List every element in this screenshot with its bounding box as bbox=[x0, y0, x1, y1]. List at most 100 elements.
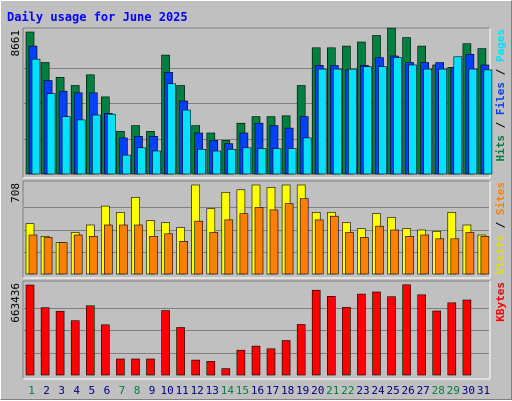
y-max-label: 708 bbox=[9, 183, 22, 203]
x-tick-label-day-31: 31 bbox=[477, 384, 490, 397]
legend-entry: Sites bbox=[494, 182, 507, 215]
bar-pages-day-21 bbox=[332, 68, 342, 175]
bar-sites-day-30 bbox=[465, 232, 475, 275]
bar-sites-day-22 bbox=[345, 232, 354, 275]
x-tick-label-day-22: 22 bbox=[341, 384, 354, 397]
bar-sites-day-12 bbox=[194, 220, 203, 275]
bar-kbytes-day-20 bbox=[311, 289, 321, 376]
bar-pages-day-20 bbox=[317, 68, 327, 175]
bar-sites-day-10 bbox=[164, 233, 173, 275]
legend-entry: / bbox=[494, 62, 507, 82]
bar-kbytes-day-5 bbox=[86, 305, 95, 376]
bar-sites-day-13 bbox=[209, 232, 219, 275]
bar-sites-day-21 bbox=[329, 215, 339, 275]
x-tick-label-day-4: 4 bbox=[73, 384, 80, 397]
bar-kbytes-day-23 bbox=[357, 293, 366, 376]
bar-kbytes-day-28 bbox=[432, 310, 442, 376]
legend-entry: Pages bbox=[494, 29, 507, 62]
legend-entry: Visits bbox=[494, 235, 507, 275]
bar-sites-day-5 bbox=[89, 236, 98, 275]
bar-pages-day-26 bbox=[408, 64, 417, 175]
bar-sites-day-29 bbox=[450, 238, 460, 275]
x-tick-label-day-15: 15 bbox=[236, 384, 249, 397]
bar-pages-day-30 bbox=[468, 68, 478, 175]
bar-pages-day-25 bbox=[393, 57, 402, 175]
chart-title: Daily usage for June 2025 bbox=[7, 10, 188, 24]
x-tick-label-day-2: 2 bbox=[43, 384, 50, 397]
x-tick-label-day-17: 17 bbox=[266, 384, 279, 397]
bar-kbytes-day-11 bbox=[176, 327, 185, 376]
x-tick-label-day-11: 11 bbox=[176, 384, 189, 397]
bar-pages-day-7 bbox=[122, 154, 131, 175]
kbytes-panel: 663436 KBytes bbox=[9, 280, 507, 380]
bar-sites-day-4 bbox=[73, 234, 83, 275]
bar-sites-day-24 bbox=[375, 225, 384, 275]
x-tick-label-day-20: 20 bbox=[311, 384, 324, 397]
bar-kbytes-day-22 bbox=[342, 307, 351, 376]
bar-kbytes-day-19 bbox=[296, 324, 306, 376]
bar-kbytes-day-4 bbox=[70, 320, 80, 376]
bar-pages-day-29 bbox=[453, 56, 463, 175]
x-tick-label-day-14: 14 bbox=[221, 384, 235, 397]
bar-kbytes-day-15 bbox=[236, 349, 246, 376]
bar-pages-day-31 bbox=[483, 69, 493, 175]
x-tick-label-day-25: 25 bbox=[386, 384, 399, 397]
bar-sites-day-8 bbox=[134, 224, 143, 275]
bar-kbytes-day-17 bbox=[266, 348, 276, 376]
bar-sites-day-1 bbox=[28, 234, 38, 275]
legend-entry: Files bbox=[494, 82, 507, 115]
x-tick-label-day-10: 10 bbox=[160, 384, 173, 397]
bar-kbytes-day-1 bbox=[25, 284, 35, 376]
bar-sites-day-9 bbox=[149, 236, 158, 275]
bar-sites-day-16 bbox=[254, 207, 264, 275]
bar-sites-day-6 bbox=[104, 224, 113, 275]
bar-pages-day-12 bbox=[197, 149, 206, 175]
x-tick-label-day-13: 13 bbox=[206, 384, 219, 397]
bar-sites-day-14 bbox=[224, 219, 234, 275]
bar-kbytes-day-3 bbox=[55, 310, 65, 376]
bar-pages-day-5 bbox=[92, 114, 101, 175]
bar-kbytes-day-30 bbox=[462, 299, 472, 376]
bar-sites-day-2 bbox=[43, 237, 53, 275]
bar-sites-day-7 bbox=[119, 224, 128, 275]
bar-pages-day-23 bbox=[363, 66, 372, 175]
legend-entry: / bbox=[494, 115, 507, 135]
x-tick-label-day-26: 26 bbox=[401, 384, 414, 397]
x-tick-label-day-21: 21 bbox=[326, 384, 339, 397]
x-tick-label-day-6: 6 bbox=[104, 384, 111, 397]
bar-pages-day-6 bbox=[107, 113, 116, 175]
bar-kbytes-day-8 bbox=[131, 358, 140, 376]
bar-kbytes-day-12 bbox=[191, 359, 200, 376]
bar-kbytes-day-2 bbox=[40, 307, 50, 376]
panels-layer: 8661 Hits / Files / Pages 708 Visits / Site… bbox=[9, 27, 507, 380]
x-tick-label-day-1: 1 bbox=[28, 384, 35, 397]
bar-pages-day-11 bbox=[182, 109, 191, 175]
x-tick-label-day-12: 12 bbox=[191, 384, 204, 397]
bar-pages-day-27 bbox=[423, 68, 433, 175]
bar-sites-day-23 bbox=[360, 237, 369, 275]
x-axis-labels: 1 2 3 4 5 6 7 8 9 10 11 12 13 14 15 16 17 18 19 20 21 22 23 24 2… bbox=[28, 384, 490, 397]
bar-pages-day-24 bbox=[378, 66, 387, 175]
bar-pages-day-13 bbox=[212, 150, 222, 175]
bar-sites-day-26 bbox=[405, 236, 414, 275]
hits-panel: 8661 Hits / Files / Pages bbox=[9, 27, 507, 179]
bar-kbytes-day-9 bbox=[146, 358, 155, 376]
bar-kbytes-day-24 bbox=[372, 291, 381, 376]
x-tick-label-day-23: 23 bbox=[356, 384, 369, 397]
legend-entry: KBytes bbox=[494, 282, 507, 322]
bar-pages-day-4 bbox=[76, 119, 86, 175]
x-tick-label-day-19: 19 bbox=[296, 384, 309, 397]
bar-kbytes-day-10 bbox=[161, 310, 170, 376]
x-tick-label-day-18: 18 bbox=[281, 384, 294, 397]
bar-pages-day-2 bbox=[46, 93, 56, 175]
x-tick-label-day-28: 28 bbox=[432, 384, 445, 397]
x-tick-label-day-30: 30 bbox=[462, 384, 475, 397]
x-tick-label-day-27: 27 bbox=[417, 384, 430, 397]
bar-sites-day-11 bbox=[179, 241, 188, 275]
bar-kbytes-day-26 bbox=[402, 284, 411, 376]
x-tick-label-day-8: 8 bbox=[134, 384, 141, 397]
bar-sites-day-20 bbox=[314, 219, 324, 275]
legend-visits-panel: Visits / Sites bbox=[494, 182, 507, 275]
y-max-label: 8661 bbox=[9, 30, 22, 57]
